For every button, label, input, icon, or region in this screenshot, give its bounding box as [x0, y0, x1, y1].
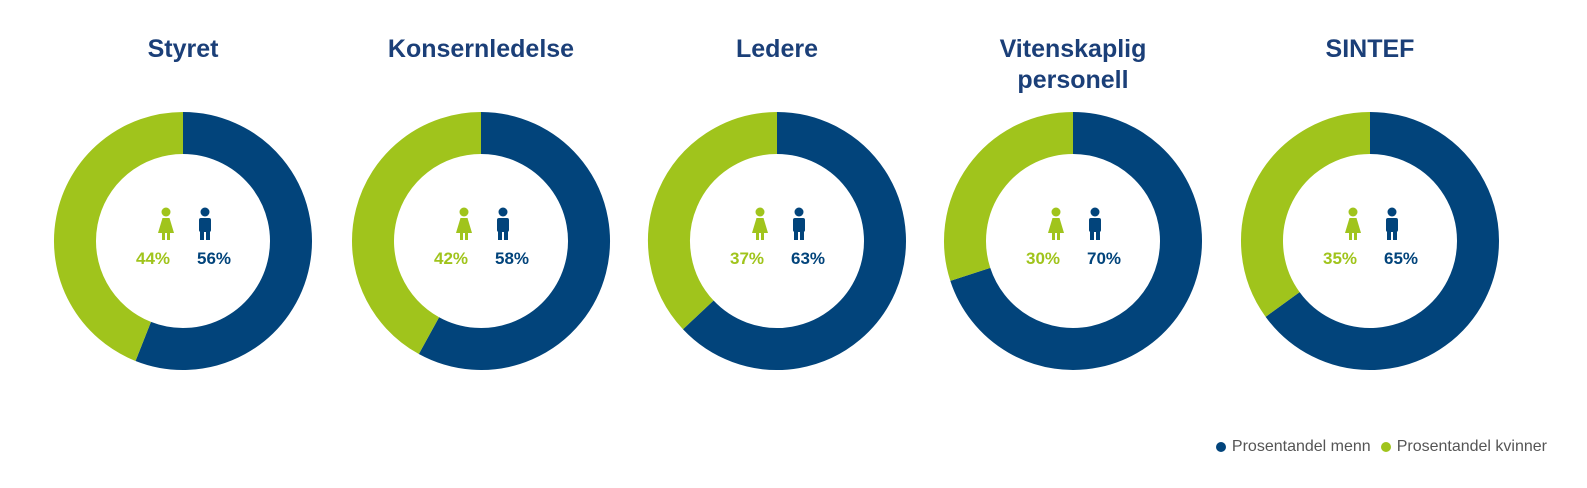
male-person-icon — [1386, 207, 1398, 240]
value-label-women: 44% — [136, 249, 170, 268]
value-label-women: 30% — [1026, 249, 1060, 268]
donut-slice-men — [950, 112, 1202, 370]
male-person-icon — [793, 207, 805, 240]
donut-slice-women — [54, 112, 184, 361]
legend-item-men: Prosentandel menn — [1215, 438, 1371, 456]
chart-title: Vitenskaplig personell — [999, 35, 1147, 94]
chart-title: Konsernledelse — [387, 35, 575, 63]
donut-slice-men — [682, 112, 906, 370]
female-person-icon — [158, 207, 174, 240]
value-label-men: 70% — [1087, 249, 1121, 268]
donut-slice-men — [1265, 112, 1499, 370]
female-person-icon — [1048, 207, 1064, 240]
female-person-icon — [1345, 207, 1361, 240]
chart-title: Ledere — [736, 35, 818, 63]
value-label-women: 42% — [434, 249, 468, 268]
value-label-women: 37% — [730, 249, 764, 268]
legend-label-men: Prosentandel menn — [1231, 438, 1371, 455]
legend-swatch-women — [1380, 442, 1391, 452]
donut-slice-women — [352, 112, 482, 355]
chart-panel: SINTEF 35% 65% — [1225, 0, 1515, 400]
value-label-women: 35% — [1323, 249, 1357, 268]
legend-label-women: Prosentandel kvinner — [1396, 438, 1547, 455]
chart-panel: Ledere 37% 63% — [632, 0, 922, 400]
female-person-icon — [752, 207, 768, 240]
value-label-men: 65% — [1384, 249, 1418, 268]
donut-slice-women — [648, 112, 778, 330]
donut-slice-women — [944, 112, 1074, 281]
donut-slice-women — [1241, 112, 1371, 317]
male-person-icon — [199, 207, 211, 240]
donut-chart: 35% 65% — [1241, 112, 1499, 370]
donut-chart: 42% 58% — [352, 112, 610, 370]
value-label-men: 56% — [197, 249, 231, 268]
donut-slice-men — [418, 112, 610, 370]
chart-title: SINTEF — [1325, 35, 1415, 63]
value-label-men: 58% — [495, 249, 529, 268]
legend: Prosentandel menn Prosentandel kvinner — [1206, 438, 1547, 456]
donut-chart: 37% 63% — [648, 112, 906, 370]
chart-panel: Styret 44% 56% — [38, 0, 328, 400]
male-person-icon — [497, 207, 509, 240]
chart-panel: Konsernledelse 42% 58% — [336, 0, 626, 400]
donut-chart: 44% 56% — [54, 112, 312, 370]
legend-swatch-men — [1215, 442, 1226, 452]
female-person-icon — [456, 207, 472, 240]
chart-title: Styret — [147, 35, 219, 63]
male-person-icon — [1089, 207, 1101, 240]
donut-slice-men — [135, 112, 312, 370]
donut-chart: 30% 70% — [944, 112, 1202, 370]
value-label-men: 63% — [791, 249, 825, 268]
legend-item-women: Prosentandel kvinner — [1380, 438, 1547, 456]
chart-panel: Vitenskaplig personell 30% 70% — [928, 0, 1218, 400]
